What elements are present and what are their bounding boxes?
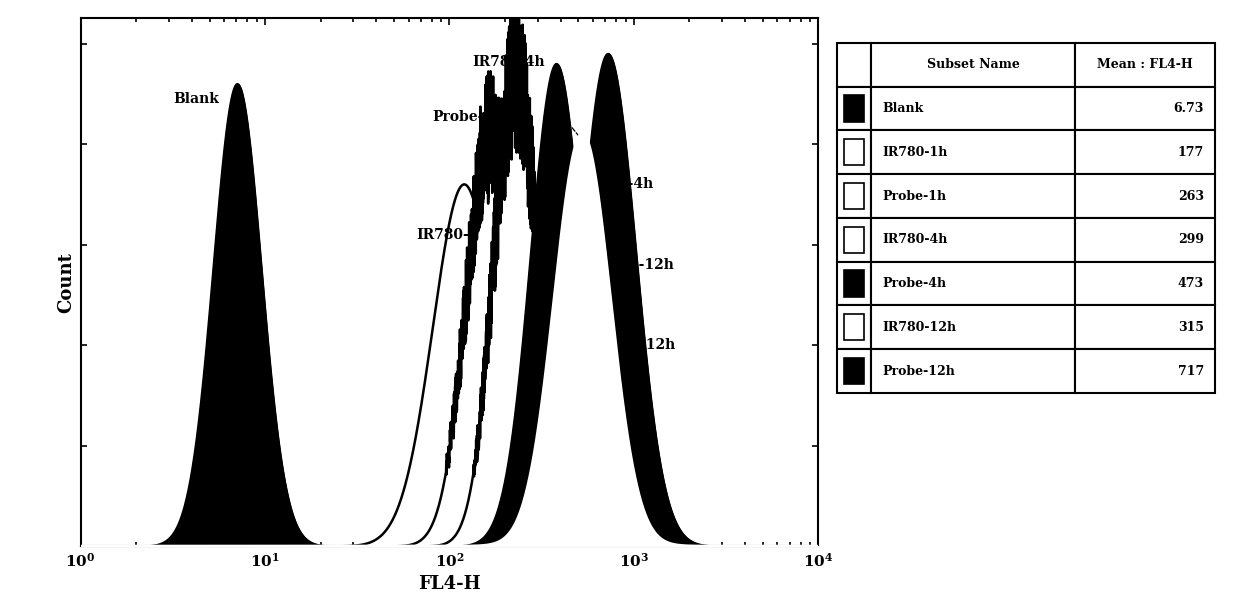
- Bar: [1075, 130, 1215, 174]
- Text: Probe-1h: Probe-1h: [883, 190, 946, 203]
- Bar: [843, 358, 864, 384]
- Text: IR780-4h: IR780-4h: [883, 233, 947, 246]
- Text: Subset Name: Subset Name: [926, 58, 1019, 71]
- Text: Probe-4h: Probe-4h: [883, 277, 946, 290]
- Bar: [1075, 174, 1215, 218]
- Bar: [870, 349, 1075, 393]
- Text: Probe-12h: Probe-12h: [594, 157, 675, 272]
- Text: IR780-12h: IR780-12h: [883, 321, 956, 334]
- Text: 299: 299: [1178, 233, 1204, 246]
- Bar: [870, 262, 1075, 306]
- Bar: [837, 262, 870, 306]
- Text: 717: 717: [1178, 365, 1204, 378]
- Bar: [870, 43, 1075, 87]
- Bar: [1075, 349, 1215, 393]
- Text: 315: 315: [1178, 321, 1204, 334]
- Bar: [837, 218, 870, 262]
- Bar: [837, 43, 870, 87]
- Bar: [1075, 43, 1215, 87]
- Bar: [870, 305, 1075, 349]
- Bar: [870, 130, 1075, 174]
- Text: 6.73: 6.73: [1173, 102, 1204, 115]
- Text: 177: 177: [1178, 146, 1204, 159]
- Text: Probe-4h: Probe-4h: [554, 106, 653, 192]
- Bar: [1075, 218, 1215, 262]
- Y-axis label: Count: Count: [57, 252, 76, 313]
- Bar: [870, 87, 1075, 131]
- Text: Blank: Blank: [172, 92, 218, 106]
- Text: Probe-12h: Probe-12h: [883, 365, 955, 378]
- Bar: [843, 139, 864, 165]
- Bar: [837, 87, 870, 131]
- Text: Probe-1h: Probe-1h: [433, 110, 503, 124]
- Bar: [870, 174, 1075, 218]
- Bar: [843, 183, 864, 209]
- Bar: [870, 218, 1075, 262]
- Bar: [837, 174, 870, 218]
- Bar: [1075, 305, 1215, 349]
- Bar: [1075, 262, 1215, 306]
- X-axis label: FL4-H: FL4-H: [418, 575, 481, 593]
- Bar: [1075, 87, 1215, 131]
- Text: Mean : FL4-H: Mean : FL4-H: [1097, 58, 1193, 71]
- Text: 263: 263: [1178, 190, 1204, 203]
- Bar: [837, 130, 870, 174]
- Bar: [843, 270, 864, 297]
- Bar: [843, 314, 864, 340]
- Bar: [837, 349, 870, 393]
- Text: 473: 473: [1178, 277, 1204, 290]
- Text: IR780-1h: IR780-1h: [883, 146, 947, 159]
- Bar: [843, 227, 864, 253]
- Bar: [843, 95, 864, 122]
- Text: IR780-1h: IR780-1h: [417, 228, 489, 242]
- Text: IR780-4h: IR780-4h: [472, 55, 544, 69]
- Text: Blank: Blank: [883, 102, 924, 115]
- Bar: [837, 305, 870, 349]
- Text: IR780-12h: IR780-12h: [580, 297, 676, 352]
